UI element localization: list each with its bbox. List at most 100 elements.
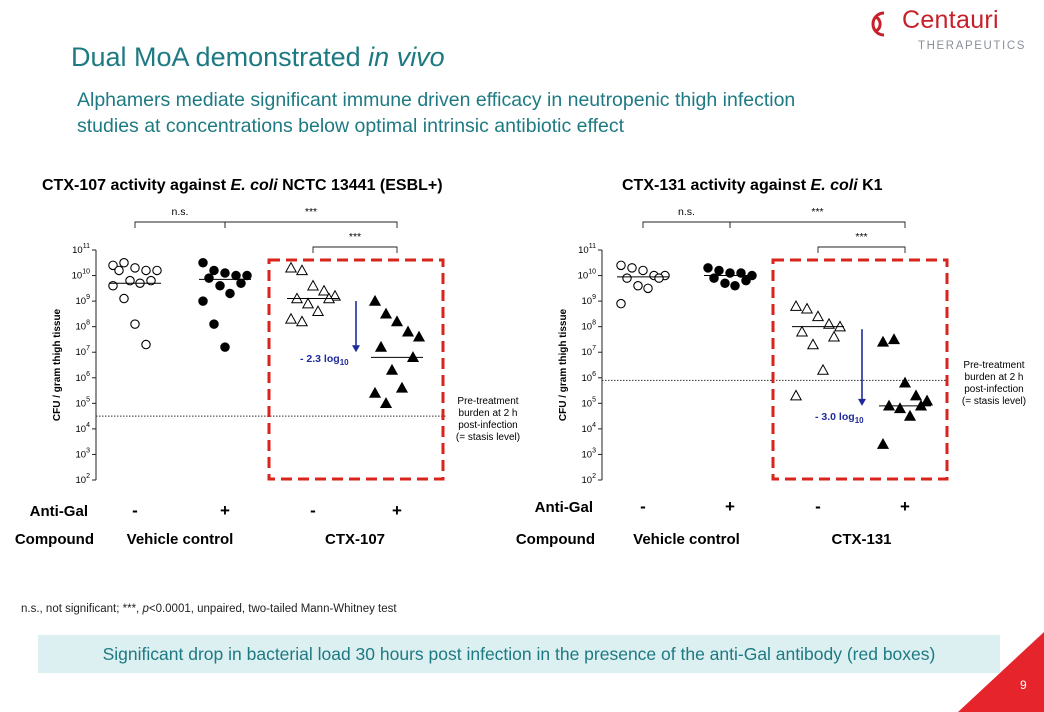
reduction-label: - 2.3 log10 bbox=[300, 353, 349, 367]
y-tick-label: 1011 bbox=[72, 243, 90, 256]
y-tick-label: 106 bbox=[76, 371, 91, 384]
chart-1: CTX-107 activity against E. coli NCTC 13… bbox=[15, 177, 520, 548]
y-axis-label: CFU / gram thigh tissue bbox=[52, 308, 63, 421]
data-point bbox=[198, 258, 208, 268]
group-4 bbox=[876, 333, 934, 449]
brand-logo: Centauri THERAPEUTICS bbox=[862, 6, 1032, 56]
anti-gal-sign: + bbox=[900, 497, 910, 516]
significance-label: *** bbox=[855, 231, 867, 243]
stasis-label-line: burden at 2 h bbox=[965, 372, 1024, 383]
footnote-post: <0.0001, unpaired, two-tailed Mann-Whitn… bbox=[148, 603, 397, 615]
data-point bbox=[795, 325, 809, 337]
data-point bbox=[876, 335, 890, 347]
data-point bbox=[622, 273, 632, 283]
group-1 bbox=[108, 258, 162, 350]
y-tick-label: 108 bbox=[582, 320, 597, 333]
anti-gal-sign: + bbox=[392, 501, 402, 520]
bracket-line bbox=[817, 246, 906, 253]
data-point bbox=[406, 351, 420, 362]
data-point bbox=[301, 297, 315, 309]
data-point bbox=[231, 270, 241, 281]
group-2 bbox=[198, 258, 252, 352]
data-point bbox=[627, 263, 637, 273]
data-point bbox=[374, 340, 388, 352]
significance-label: *** bbox=[305, 206, 317, 218]
compound-row-label: Compound bbox=[15, 531, 94, 548]
bracket-line bbox=[134, 221, 226, 228]
chart-title: CTX-107 activity against E. coli NCTC 13… bbox=[42, 177, 443, 194]
compound-label: CTX-131 bbox=[831, 531, 891, 548]
y-tick-label: 107 bbox=[76, 345, 91, 358]
y-tick-label: 1010 bbox=[578, 269, 596, 282]
data-point bbox=[290, 292, 304, 304]
charts-canvas: CTX-107 activity against E. coli NCTC 13… bbox=[15, 177, 1026, 548]
significance-bracket: *** bbox=[817, 231, 906, 253]
y-tick-label: 103 bbox=[582, 447, 597, 460]
anti-gal-sign: - bbox=[815, 497, 821, 516]
data-point bbox=[114, 265, 124, 276]
chart-title-italic: E. coli bbox=[811, 177, 859, 194]
reduction-arrowhead bbox=[858, 398, 866, 406]
data-point bbox=[368, 386, 382, 398]
data-point bbox=[130, 263, 140, 273]
y-tick-label: 1010 bbox=[72, 269, 90, 282]
y-tick-label: 102 bbox=[582, 473, 597, 486]
y-tick-label: 106 bbox=[582, 371, 597, 384]
data-point bbox=[385, 363, 399, 375]
data-point bbox=[119, 293, 129, 304]
slide-title-italic: in vivo bbox=[368, 42, 445, 72]
stasis-label-line: (= stasis level) bbox=[456, 432, 520, 443]
data-point bbox=[284, 312, 298, 324]
subtitle-line-1: Alphamers mediate significant immune dri… bbox=[77, 89, 796, 111]
chart-title-post: K1 bbox=[858, 177, 883, 194]
y-tick-label: 1011 bbox=[578, 243, 596, 256]
y-tick-label: 103 bbox=[76, 447, 91, 460]
significance-bracket: *** bbox=[729, 206, 906, 228]
significance-label: n.s. bbox=[172, 206, 189, 218]
data-point bbox=[882, 399, 896, 411]
y-tick-label: 107 bbox=[582, 345, 597, 358]
bracket-line bbox=[224, 221, 398, 228]
data-point bbox=[379, 397, 393, 408]
footnote: n.s., not significant; ***, p<0.0001, un… bbox=[21, 603, 397, 615]
slide-subtitle: Alphamers mediate significant immune dri… bbox=[77, 87, 957, 139]
stasis-label-line: burden at 2 h bbox=[459, 408, 518, 419]
data-point bbox=[225, 288, 235, 299]
data-point bbox=[209, 319, 219, 329]
data-point bbox=[311, 305, 325, 316]
stasis-label-line: Pre-treatment bbox=[963, 360, 1024, 371]
data-point bbox=[800, 302, 814, 314]
data-point bbox=[322, 292, 336, 304]
footnote-pre: n.s., not significant; ***, bbox=[21, 603, 143, 615]
brand-tagline: THERAPEUTICS bbox=[918, 40, 1027, 52]
reduction-arrowhead bbox=[352, 345, 360, 353]
data-point bbox=[789, 299, 803, 311]
data-point bbox=[909, 389, 923, 401]
data-point bbox=[887, 333, 901, 345]
data-point bbox=[789, 389, 803, 401]
data-point bbox=[236, 278, 246, 288]
page-number: 9 bbox=[1020, 678, 1027, 692]
data-point bbox=[833, 320, 847, 332]
data-point bbox=[390, 315, 404, 327]
significance-bracket: n.s. bbox=[642, 206, 731, 228]
significance-bracket: *** bbox=[224, 206, 398, 228]
data-point bbox=[215, 281, 225, 291]
data-point bbox=[898, 376, 912, 388]
y-axis-label: CFU / gram thigh tissue bbox=[558, 308, 569, 421]
data-point bbox=[220, 268, 230, 278]
significance-bracket: n.s. bbox=[134, 206, 226, 228]
compound-label: Vehicle control bbox=[633, 531, 740, 548]
data-point bbox=[295, 264, 309, 276]
y-tick-label: 104 bbox=[76, 422, 91, 435]
stasis-label-line: post-infection bbox=[458, 420, 517, 431]
y-tick-label: 102 bbox=[76, 473, 91, 486]
footnote-p: p bbox=[142, 603, 149, 615]
data-point bbox=[741, 275, 751, 286]
data-point bbox=[703, 263, 713, 273]
y-tick-label: 105 bbox=[582, 396, 597, 409]
anti-gal-row-label: Anti-Gal bbox=[30, 503, 88, 520]
data-point bbox=[714, 265, 724, 276]
data-point bbox=[401, 325, 415, 337]
anti-gal-row-label: Anti-Gal bbox=[535, 499, 593, 516]
